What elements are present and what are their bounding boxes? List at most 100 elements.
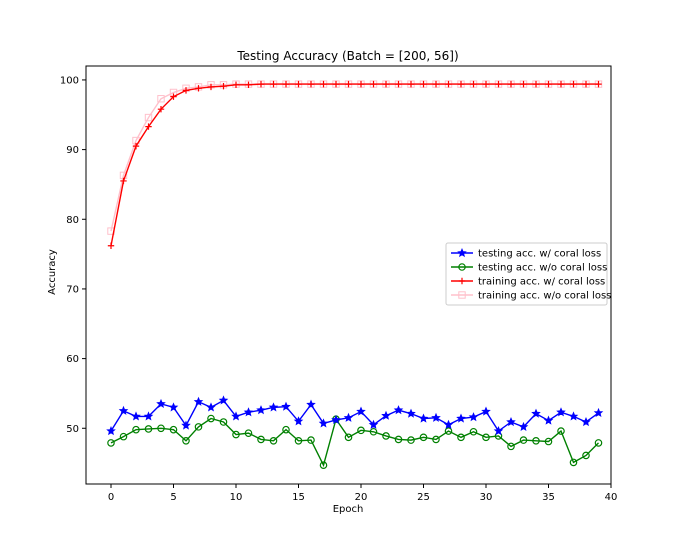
data-point (482, 80, 490, 88)
data-point (293, 416, 304, 426)
x-tick-label: 25 (417, 492, 430, 503)
chart-title: Testing Accuracy (Batch = [200, 56]) (236, 49, 458, 63)
data-point (207, 414, 215, 423)
data-point (381, 410, 391, 420)
data-point (457, 433, 465, 442)
data-point (468, 412, 479, 422)
data-point (532, 437, 540, 445)
data-point (344, 433, 353, 442)
data-point (432, 435, 440, 444)
data-point (282, 80, 290, 88)
data-point (157, 105, 165, 113)
series-line (110, 83, 599, 232)
data-point (520, 80, 527, 88)
data-point (257, 80, 265, 88)
data-point (345, 80, 352, 88)
plot-area (106, 80, 604, 469)
data-point (343, 412, 354, 422)
legend-marker (458, 291, 466, 299)
data-point (281, 401, 291, 411)
data-point (532, 80, 540, 88)
legend-marker (458, 277, 466, 285)
data-point (231, 411, 241, 421)
data-point (181, 420, 191, 430)
data-point (132, 425, 140, 434)
y-tick-label: 90 (66, 145, 79, 156)
data-point (156, 398, 166, 408)
data-point (220, 83, 227, 90)
data-point (295, 80, 302, 88)
data-point (469, 427, 478, 436)
data-point (445, 80, 452, 88)
data-point (232, 81, 240, 89)
data-point (568, 411, 579, 421)
data-point (320, 80, 327, 88)
data-point (457, 80, 465, 88)
legend-marker (457, 247, 467, 258)
data-point (257, 435, 265, 444)
data-point (332, 80, 340, 88)
data-point (369, 427, 378, 436)
x-tick-label: 20 (355, 492, 368, 503)
data-point (245, 81, 252, 89)
x-tick-label: 0 (108, 492, 114, 503)
data-point (244, 429, 253, 437)
data-point (593, 407, 604, 418)
data-point (507, 80, 515, 88)
data-point (118, 405, 129, 415)
series-2 (107, 80, 602, 249)
data-point (243, 407, 254, 417)
data-point (157, 95, 165, 103)
data-point (357, 426, 365, 435)
data-point (431, 412, 441, 422)
data-point (420, 80, 427, 88)
legend-entry: training acc. w/ coral loss (451, 277, 605, 288)
data-point (145, 123, 152, 130)
data-point (456, 413, 466, 423)
data-point (106, 426, 116, 436)
legend-label: testing acc. w/ coral loss (478, 249, 601, 260)
data-point (194, 423, 203, 431)
data-point (143, 411, 154, 421)
x-tick-label: 15 (292, 492, 305, 503)
data-point (218, 395, 229, 405)
data-point (406, 408, 416, 418)
data-point (331, 414, 341, 424)
data-point (306, 399, 316, 409)
data-point (182, 87, 190, 94)
data-point (193, 396, 204, 406)
data-point (407, 436, 415, 444)
y-axis-label: Accuracy (47, 249, 58, 295)
data-point (393, 405, 404, 415)
data-point (470, 80, 477, 88)
x-tick-label: 40 (605, 492, 618, 503)
legend-entry: testing acc. w/ coral loss (451, 247, 601, 260)
legend-entry: testing acc. w/o coral loss (451, 263, 607, 274)
data-point (169, 425, 178, 434)
data-point (531, 408, 541, 418)
data-point (482, 433, 490, 442)
data-point (107, 439, 115, 447)
data-point (545, 80, 552, 88)
x-tick-label: 5 (170, 492, 176, 503)
series-1 (107, 414, 603, 469)
data-point (269, 437, 278, 445)
data-point (144, 425, 153, 433)
series-line (110, 399, 599, 433)
data-point (495, 80, 502, 88)
data-point (268, 402, 279, 412)
x-tick-label: 30 (480, 492, 493, 503)
data-point (519, 436, 528, 444)
legend: testing acc. w/ coral loss testing acc. w… (445, 242, 611, 306)
data-point (394, 435, 403, 444)
data-point (419, 433, 428, 442)
data-point (170, 93, 177, 100)
data-point (368, 419, 379, 429)
data-point (119, 432, 128, 441)
data-point (506, 416, 516, 427)
data-point (370, 80, 377, 88)
legend-label: testing acc. w/o coral loss (478, 263, 607, 274)
y-tick-label: 100 (60, 75, 79, 86)
data-point (518, 421, 529, 431)
data-point (481, 406, 491, 416)
